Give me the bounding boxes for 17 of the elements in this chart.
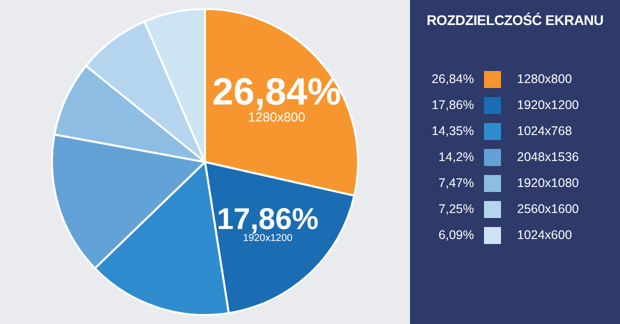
legend-title: ROZDZIELCZOŚĆ EKRANU — [426, 12, 604, 28]
legend-label: 1920x1200 — [517, 98, 579, 112]
slice-label: 1920x1200 — [242, 233, 293, 244]
data-label: 14,35% — [430, 124, 474, 138]
data-label: 7,47% — [438, 176, 474, 190]
legend-label: 1024x768 — [517, 124, 572, 138]
data-label: 14,2% — [438, 150, 474, 164]
text: 26,84% — [432, 72, 474, 86]
data-label: 6,09% — [438, 228, 474, 242]
slice-label: 1280x800 — [248, 110, 306, 125]
legend-label: 1920x1080 — [517, 176, 579, 190]
data-label: 7,25% — [438, 202, 474, 216]
legend-label: 2048x1536 — [517, 150, 579, 164]
legend-label: 1024x600 — [517, 228, 572, 242]
legend-label: 1280x800 — [517, 72, 572, 86]
text: 17,86% — [432, 98, 474, 112]
legend-label: 2560x1600 — [517, 202, 579, 216]
